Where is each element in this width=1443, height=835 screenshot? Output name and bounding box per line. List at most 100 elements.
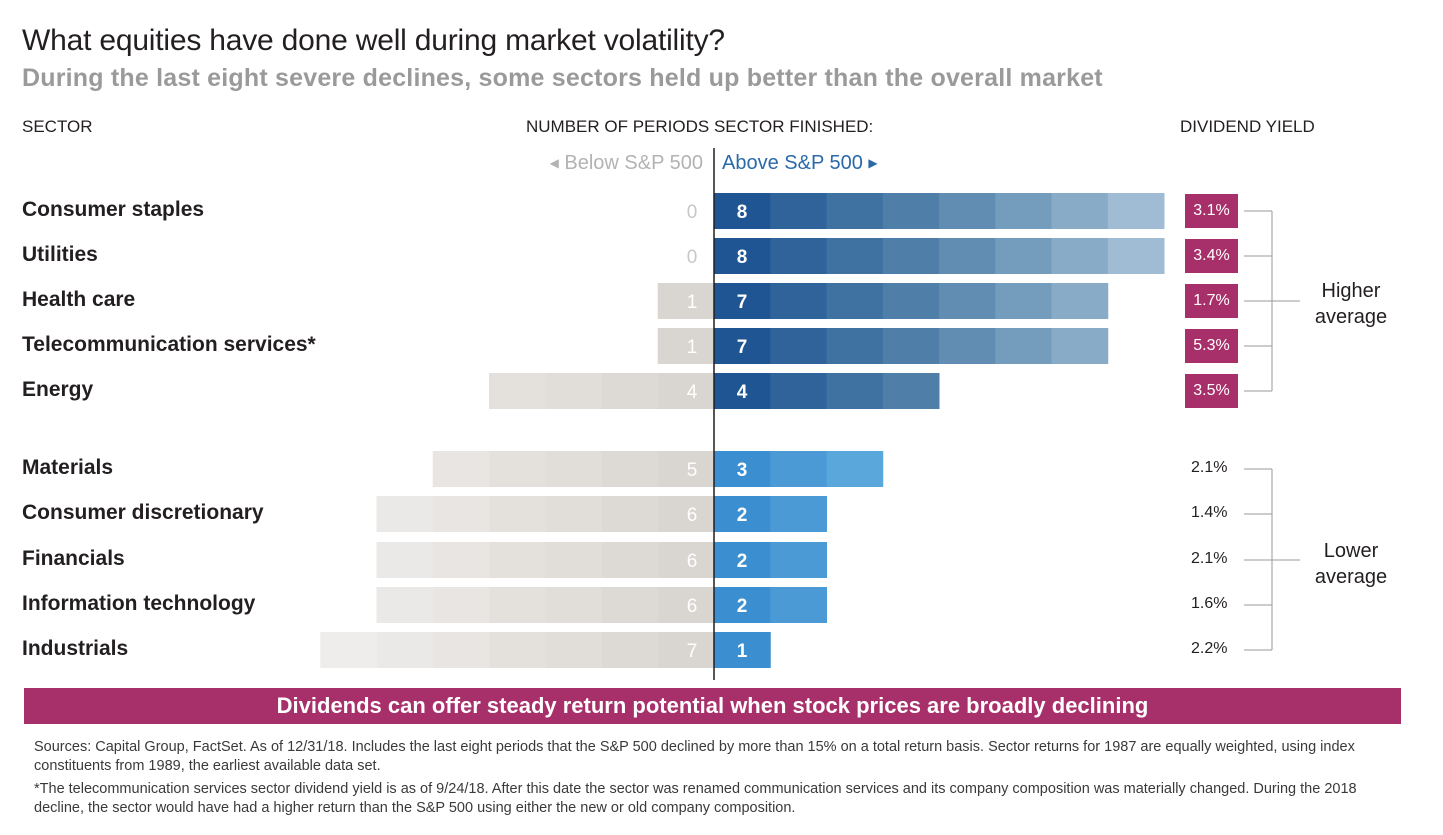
- below-bar-segment: [432, 496, 490, 532]
- below-bar-segment: [545, 451, 602, 487]
- sources-note: Sources: Capital Group, FactSet. As of 1…: [34, 739, 1355, 774]
- left-arrow-icon: ◀: [549, 156, 559, 170]
- below-bar-segment: [432, 587, 490, 623]
- above-bar-segment: [995, 328, 1052, 364]
- below-bar-segment: [601, 632, 659, 668]
- above-bar-segment: [882, 238, 940, 274]
- sector-label: Consumer discretionary: [22, 501, 264, 524]
- lower-average-label: Lower average: [1314, 540, 1388, 588]
- below-bar-segment: [657, 373, 715, 409]
- below-bar-segment: [601, 542, 659, 578]
- below-bar-segment: [545, 542, 602, 578]
- above-bar-segment: [995, 193, 1052, 229]
- below-bar-segment: [545, 632, 602, 668]
- below-value-label: 6: [687, 596, 698, 617]
- dividend-yield-value: 5.3%: [1185, 329, 1238, 363]
- dividend-yield-column-header: DIVIDEND YIELD: [1180, 117, 1315, 136]
- chart-title: What equities have done well during mark…: [22, 24, 725, 57]
- bars-layer: 0 8 0 8 1 7 1 7 4 4 5 3 6 2 6 2 6 2 7 1: [320, 193, 1165, 668]
- below-bar-segment: [432, 451, 490, 487]
- above-bar-segment: [826, 238, 884, 274]
- dividend-yield-value: 3.1%: [1185, 194, 1238, 228]
- sector-label: Health care: [22, 288, 136, 311]
- below-bar-segment: [601, 496, 659, 532]
- sector-label: Utilities: [22, 243, 98, 266]
- dividend-yield-value: 2.2%: [1191, 640, 1228, 657]
- above-bar-segment: [714, 193, 771, 229]
- above-bar-segment: [882, 328, 940, 364]
- dividend-yield-value: 2.1%: [1191, 459, 1228, 476]
- sector-column-header: SECTOR: [22, 117, 93, 136]
- above-bar-segment: [714, 373, 771, 409]
- below-bar-segment: [601, 451, 659, 487]
- dividend-yield-value: 1.4%: [1191, 504, 1228, 521]
- above-value-label: 3: [737, 460, 748, 481]
- above-value-label: 2: [737, 505, 748, 526]
- above-bar-segment: [770, 328, 827, 364]
- below-bar-segment: [657, 283, 715, 319]
- above-bar-segment: [826, 193, 884, 229]
- below-value-label: 1: [687, 337, 698, 358]
- above-bar-segment: [714, 283, 771, 319]
- sector-label: Financials: [22, 547, 125, 570]
- above-bar-segment: [995, 238, 1052, 274]
- above-sp500-text: Above S&P 500: [722, 152, 863, 174]
- below-bar-segment: [432, 632, 490, 668]
- above-bar-segment: [770, 373, 827, 409]
- below-bar-segment: [657, 542, 715, 578]
- dividend-yield-value: 3.5%: [1185, 374, 1238, 408]
- above-bar-segment: [826, 328, 884, 364]
- below-bar-segment: [376, 632, 434, 668]
- below-bar-segment: [320, 632, 377, 668]
- periods-column-header: NUMBER OF PERIODS SECTOR FINISHED:: [526, 117, 874, 136]
- below-value-label: 4: [687, 382, 698, 403]
- above-bar-segment: [714, 542, 771, 578]
- below-bar-segment: [489, 542, 546, 578]
- below-bar-segment: [489, 632, 546, 668]
- above-bar-segment: [1051, 328, 1109, 364]
- above-bar-segment: [770, 587, 827, 623]
- below-bar-segment: [489, 496, 546, 532]
- dividend-yield-value: 2.1%: [1191, 550, 1228, 567]
- above-value-label: 2: [737, 551, 748, 572]
- below-value-label: 6: [687, 551, 698, 572]
- above-bar-segment: [882, 373, 940, 409]
- above-bar-segment: [1107, 238, 1165, 274]
- above-bar-segment: [770, 542, 827, 578]
- below-value-label: 5: [687, 460, 698, 481]
- above-bar-segment: [770, 496, 827, 532]
- below-bar-segment: [657, 451, 715, 487]
- above-value-label: 8: [737, 247, 748, 268]
- above-bar-segment: [939, 283, 996, 319]
- above-bar-segment: [1051, 283, 1109, 319]
- below-bar-segment: [489, 587, 546, 623]
- dividend-yield-value: 1.7%: [1185, 284, 1238, 318]
- sector-label: Energy: [22, 378, 94, 401]
- below-bar-segment: [376, 542, 434, 578]
- above-bar-segment: [714, 632, 771, 668]
- below-bar-segment: [376, 587, 434, 623]
- right-arrow-icon: ▶: [868, 156, 878, 170]
- above-bar-segment: [882, 283, 940, 319]
- above-sp500-label: Above S&P 500 ▶: [722, 152, 878, 175]
- below-value-label: 6: [687, 505, 698, 526]
- above-value-label: 4: [737, 382, 748, 403]
- diverging-bar-chart: 0 8 0 8 1 7 1 7 4 4 5 3 6 2 6 2 6 2 7 1: [320, 148, 1300, 680]
- below-bar-segment: [657, 587, 715, 623]
- takeaway-banner: Dividends can offer steady return potent…: [24, 688, 1401, 724]
- above-bar-segment: [939, 193, 996, 229]
- footnote: *The telecommunication services sector d…: [34, 781, 1357, 816]
- below-value-label: 1: [687, 292, 698, 313]
- above-bar-segment: [1107, 193, 1165, 229]
- above-value-label: 8: [737, 202, 748, 223]
- above-value-label: 1: [737, 641, 748, 662]
- above-bar-segment: [826, 451, 884, 487]
- above-bar-segment: [714, 238, 771, 274]
- below-bar-segment: [657, 496, 715, 532]
- above-bar-segment: [714, 451, 771, 487]
- below-bar-segment: [601, 587, 659, 623]
- above-bar-segment: [939, 328, 996, 364]
- above-value-label: 7: [737, 337, 748, 358]
- below-value-label: 0: [687, 202, 698, 223]
- above-bar-segment: [714, 328, 771, 364]
